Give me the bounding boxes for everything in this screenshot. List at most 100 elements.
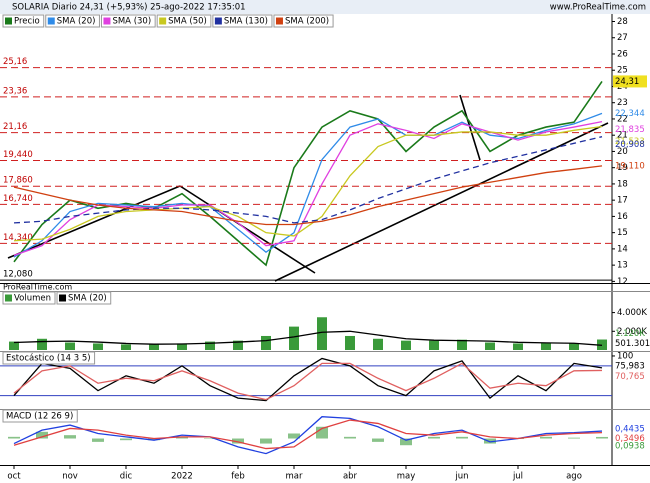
last-label: 19,110 <box>615 161 645 171</box>
last-label: 0,3496 <box>615 434 645 444</box>
legend-swatch <box>214 17 222 25</box>
last-label: 75,983 <box>615 361 645 371</box>
level-label: 21,16 <box>3 122 27 132</box>
volume-bar <box>121 344 131 350</box>
legend-swatch <box>159 17 167 25</box>
last-label: 501.301 <box>615 339 650 349</box>
x-tick-label: may <box>397 472 416 482</box>
volume-bar <box>65 342 75 350</box>
legend-box <box>2 14 45 28</box>
histogram-bar <box>372 438 384 442</box>
volume-bar <box>457 339 467 350</box>
level-label: 25,16 <box>3 57 27 67</box>
x-tick-label: jul <box>512 472 523 482</box>
series-line <box>13 416 603 455</box>
legend-label: MACD (12 26 9) <box>6 412 73 422</box>
legend-label: Precio <box>14 17 40 27</box>
histogram-bar <box>344 436 356 439</box>
histogram-bar <box>316 426 328 439</box>
x-tick-label: mar <box>286 472 303 482</box>
chart-title: SOLARIA Diario 24,31 (+5,93%) 25-ago-202… <box>12 3 246 13</box>
last-label: 20,908 <box>615 140 645 150</box>
histogram-bar <box>456 436 468 439</box>
legend-box <box>212 14 273 28</box>
last-label: 70,765 <box>615 372 645 382</box>
volume-bar <box>149 344 159 350</box>
trendline <box>274 122 609 282</box>
histogram-bar <box>568 437 580 439</box>
y-tick-label: 4.000K <box>617 308 647 318</box>
legend-item: SMA (200) <box>273 14 334 28</box>
series-line <box>13 112 603 258</box>
legend-box <box>2 351 96 365</box>
histogram-bar <box>36 431 48 439</box>
watermark: ProRealTime.com <box>3 283 72 292</box>
legend-box <box>56 291 112 305</box>
legend-box <box>2 409 78 423</box>
legend-label: SMA (50) <box>168 17 207 27</box>
legend-label: SMA (20) <box>68 294 107 304</box>
y-tick-label: 28 <box>617 17 628 27</box>
y-tick-label: 22 <box>617 114 628 124</box>
legend-item: Volumen <box>2 291 56 305</box>
y-tick-label: 100 <box>617 351 633 361</box>
histogram-bar <box>204 438 216 440</box>
histogram-bar <box>540 436 552 439</box>
legend-swatch <box>59 294 67 302</box>
trendline <box>459 94 481 161</box>
legend-item: Precio <box>2 14 45 28</box>
last-label: 21,533 <box>615 137 645 147</box>
y-tick-label: 23 <box>617 98 628 108</box>
trendline <box>7 185 181 259</box>
x-tick-label: abr <box>343 472 358 482</box>
volume-bar <box>569 343 579 350</box>
y-tick-label: 19 <box>617 163 628 173</box>
level-label: 23,36 <box>3 86 27 96</box>
series-line <box>13 357 603 402</box>
x-tick-label: oct <box>7 472 21 482</box>
y-tick-label: 26 <box>617 49 628 59</box>
y-tick-label: 17 <box>617 196 628 206</box>
last-label: 0,0938 <box>615 441 645 451</box>
histogram-bar <box>428 436 440 439</box>
histogram-bar <box>288 433 300 439</box>
volume-bar <box>177 343 187 350</box>
x-tick-label: jun <box>454 472 468 482</box>
legend-item: SMA (50) <box>156 14 212 28</box>
legend-swatch <box>103 17 111 25</box>
legend-swatch <box>275 17 283 25</box>
y-tick-label: 18 <box>617 179 628 189</box>
histogram-bar <box>400 438 412 446</box>
series-line <box>13 362 603 401</box>
histogram-bar <box>232 438 244 444</box>
histogram-bar <box>64 435 76 439</box>
volume-bar <box>93 343 103 350</box>
legend-box <box>45 14 100 28</box>
legend-box <box>273 14 334 28</box>
series-line <box>13 136 603 224</box>
histogram-bar <box>148 438 160 441</box>
legend-box <box>100 14 156 28</box>
x-tick-label: 2022 <box>171 472 193 482</box>
legend-label: SMA (30) <box>112 17 151 27</box>
volume-bar <box>485 342 495 350</box>
y-tick-label: 16 <box>617 212 628 222</box>
histogram-bar <box>176 436 188 439</box>
series-line <box>13 419 603 450</box>
legend-label: SMA (130) <box>224 17 268 27</box>
x-tick-label: feb <box>231 472 245 482</box>
legend-item: MACD (12 26 9) <box>2 409 78 423</box>
y-tick-label: 13 <box>617 261 628 271</box>
legend-label: SMA (20) <box>57 17 96 27</box>
legend-swatch <box>5 294 12 302</box>
legend-swatch <box>47 17 55 25</box>
level-label: 16,740 <box>3 194 33 204</box>
volume-bar <box>429 340 439 350</box>
y-tick-label: 2.000K <box>617 327 647 337</box>
legend-label: Estocástico (14 3 5) <box>6 354 91 364</box>
y-tick-label: 21 <box>617 131 628 141</box>
volume-bar <box>541 342 551 350</box>
volume-bar <box>205 341 215 350</box>
y-tick-label: 25 <box>617 66 628 76</box>
